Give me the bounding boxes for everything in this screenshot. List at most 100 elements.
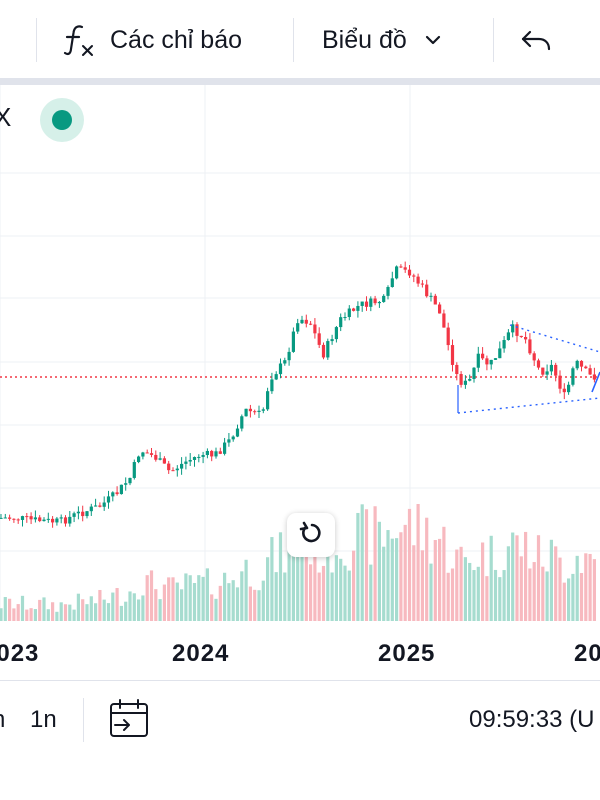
symbol-name: X bbox=[0, 102, 12, 132]
candle-body bbox=[257, 410, 261, 412]
volume-bar bbox=[175, 582, 179, 621]
candle-body bbox=[253, 411, 257, 413]
clock-timezone[interactable]: 09:59:33 (U bbox=[469, 706, 595, 733]
candle-body bbox=[261, 409, 265, 411]
volume-bar bbox=[493, 569, 498, 621]
candle-body bbox=[558, 375, 562, 389]
volume-bar bbox=[506, 546, 510, 621]
calendar-goto-icon[interactable] bbox=[107, 698, 151, 745]
candle-body bbox=[192, 457, 197, 460]
x-tick-label: 20 bbox=[574, 640, 600, 667]
candle-body bbox=[562, 388, 566, 393]
volume-bar bbox=[360, 504, 364, 621]
candle-body bbox=[197, 456, 201, 458]
candle-body bbox=[446, 327, 450, 346]
candle-body bbox=[364, 301, 369, 307]
triangle-drawing bbox=[457, 324, 600, 414]
price-chart[interactable] bbox=[0, 85, 600, 680]
candle-body bbox=[205, 450, 209, 456]
candle-body bbox=[592, 374, 596, 380]
candle-body bbox=[455, 364, 459, 375]
reset-icon bbox=[298, 520, 324, 551]
volume-bar bbox=[231, 580, 235, 621]
volume-bar bbox=[468, 562, 472, 621]
candle-body bbox=[98, 505, 102, 507]
candle-body bbox=[38, 517, 42, 522]
candle-body bbox=[8, 517, 12, 519]
candle-body bbox=[68, 516, 72, 524]
candle-body bbox=[248, 408, 252, 412]
candle-body bbox=[476, 353, 480, 368]
volume-bar bbox=[386, 530, 390, 621]
toolbar-divider bbox=[293, 18, 294, 62]
candle-body bbox=[59, 517, 63, 519]
reset-chart-button[interactable] bbox=[287, 513, 335, 557]
volume-bar bbox=[266, 557, 270, 621]
candle-body bbox=[42, 519, 46, 522]
indicators-button[interactable]: Các chỉ báo bbox=[62, 0, 242, 80]
volume-bar bbox=[257, 590, 261, 621]
undo-button[interactable] bbox=[520, 0, 554, 80]
volume-bar bbox=[171, 577, 175, 621]
candle-body bbox=[300, 319, 304, 324]
bottom-divider bbox=[0, 680, 600, 681]
volume-bars bbox=[0, 503, 596, 621]
candle-body bbox=[227, 439, 231, 443]
volume-bar bbox=[485, 576, 489, 621]
candle-body bbox=[55, 518, 59, 523]
volume-bar bbox=[106, 603, 111, 621]
chart-pane[interactable] bbox=[0, 85, 600, 680]
candle-body bbox=[128, 477, 132, 484]
volume-bar bbox=[137, 599, 141, 621]
volume-bar bbox=[154, 589, 158, 621]
chart-grid bbox=[0, 85, 600, 620]
volume-bar bbox=[326, 522, 330, 621]
chart-type-button[interactable]: Biểu đồ bbox=[322, 0, 443, 80]
volume-bar bbox=[296, 551, 300, 621]
candle-body bbox=[180, 463, 184, 469]
interval-button-partial[interactable]: n bbox=[0, 706, 5, 734]
volume-bar bbox=[253, 589, 257, 621]
volume-bar bbox=[300, 547, 304, 621]
candle-body bbox=[16, 519, 20, 521]
volume-bar bbox=[25, 609, 29, 621]
volume-bar bbox=[12, 608, 16, 621]
volume-bar bbox=[291, 533, 295, 621]
candle-body bbox=[89, 506, 93, 512]
candle-body bbox=[115, 492, 119, 495]
candle-body bbox=[171, 470, 175, 472]
volume-bar bbox=[145, 575, 149, 621]
candle-body bbox=[382, 295, 386, 302]
volume-bar bbox=[481, 542, 485, 621]
volume-bar bbox=[450, 568, 455, 621]
candle-body bbox=[515, 324, 519, 336]
candle-body bbox=[33, 517, 37, 520]
candle-body bbox=[85, 511, 89, 517]
candle-body bbox=[76, 511, 80, 514]
projection-line bbox=[591, 371, 600, 393]
volume-bar bbox=[162, 584, 166, 621]
volume-bar bbox=[377, 521, 381, 621]
volume-bar bbox=[541, 566, 545, 621]
candle-body bbox=[433, 295, 437, 305]
candle-body bbox=[356, 305, 360, 311]
candle-body bbox=[575, 360, 579, 369]
x-tick-label: 2023 bbox=[0, 640, 40, 667]
volume-bar bbox=[524, 531, 528, 621]
candle-body bbox=[579, 360, 584, 367]
volume-bar bbox=[55, 611, 59, 621]
volume-bar bbox=[356, 512, 360, 621]
candle-body bbox=[223, 442, 227, 454]
candle-body bbox=[352, 308, 356, 311]
interval-1n-button[interactable]: 1n bbox=[30, 706, 57, 733]
volume-bar bbox=[442, 526, 446, 621]
volume-bar bbox=[180, 589, 184, 621]
candle-body bbox=[3, 517, 7, 519]
candle-body bbox=[321, 344, 326, 358]
volume-bar bbox=[562, 582, 566, 621]
volume-bar bbox=[309, 564, 313, 621]
volume-bar bbox=[8, 598, 12, 621]
volume-bar bbox=[128, 591, 132, 621]
volume-bar bbox=[111, 592, 115, 621]
volume-bar bbox=[420, 550, 424, 621]
